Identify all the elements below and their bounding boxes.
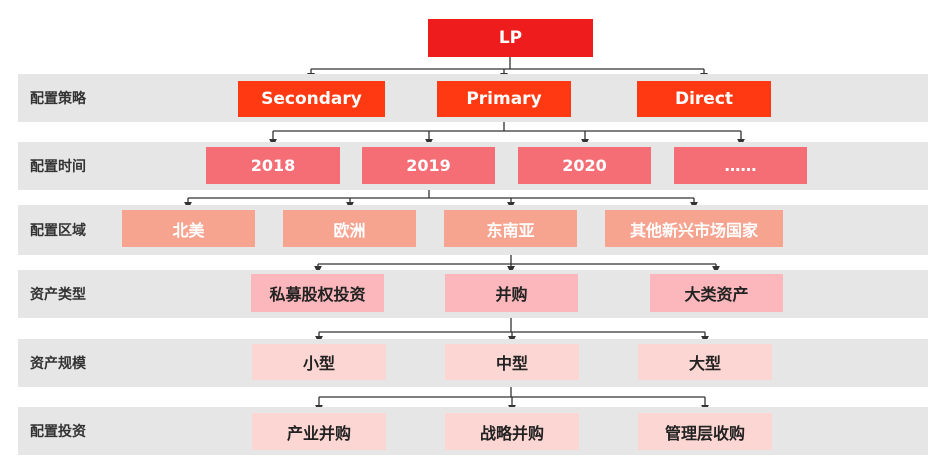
asset-type-node: 并购 — [445, 274, 578, 312]
region-node: 北美 — [122, 210, 255, 247]
row-label-asset-type: 资产类型 — [30, 287, 86, 303]
asset-type-node: 私募股权投资 — [251, 274, 384, 312]
region-node: 其他新兴市场国家 — [605, 210, 783, 247]
asset-scale-node: 大型 — [638, 344, 772, 380]
row-label-investment: 配置投资 — [30, 424, 86, 440]
year-node: 2020 — [518, 147, 651, 184]
investment-node: 产业并购 — [252, 413, 386, 450]
asset-scale-node: 中型 — [445, 344, 579, 380]
root-node-lp: LP — [428, 19, 593, 57]
region-node: 东南亚 — [444, 210, 577, 247]
investment-node: 战略并购 — [445, 413, 579, 450]
row-label-region: 配置区域 — [30, 223, 86, 239]
year-node: 2019 — [362, 147, 495, 184]
strategy-node: Secondary — [238, 81, 385, 117]
row-label-asset-scale: 资产规模 — [30, 356, 86, 372]
row-label-time: 配置时间 — [30, 159, 86, 175]
strategy-node: Primary — [437, 81, 571, 117]
asset-type-node: 大类资产 — [650, 274, 783, 312]
investment-node: 管理层收购 — [638, 413, 772, 450]
strategy-node: Direct — [637, 81, 771, 117]
asset-scale-node: 小型 — [252, 344, 386, 380]
year-node: 2018 — [206, 147, 340, 184]
year-node: …… — [674, 147, 807, 184]
region-node: 欧洲 — [283, 210, 416, 247]
row-label-strategy: 配置策略 — [30, 91, 86, 107]
